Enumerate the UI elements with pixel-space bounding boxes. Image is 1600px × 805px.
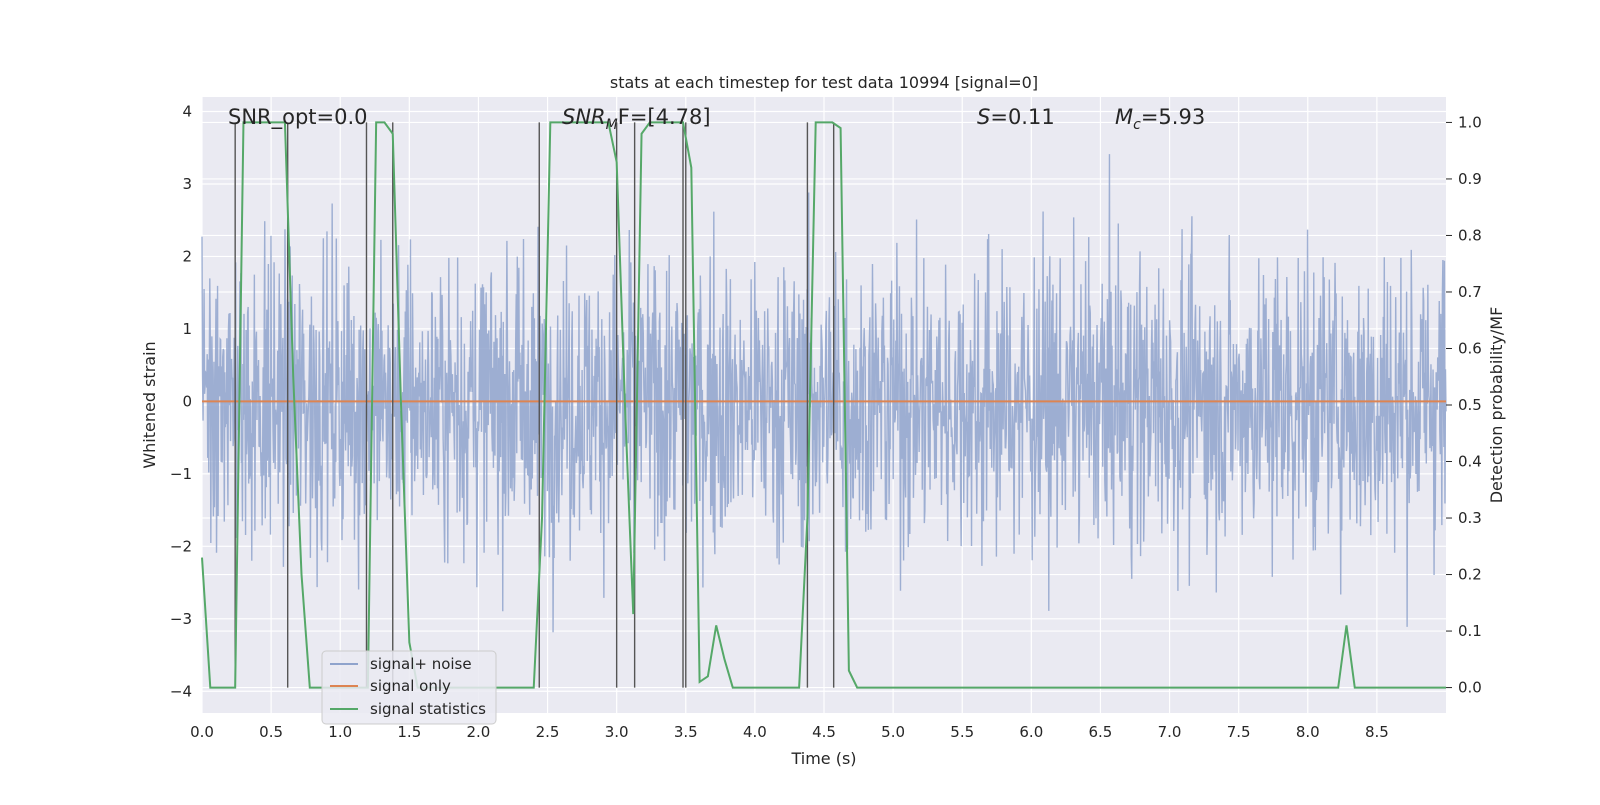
- y-axis-right-label: Detection probability/MF: [1487, 307, 1506, 504]
- x-tick-label: 5.5: [950, 723, 974, 741]
- x-tick-label: 7.5: [1227, 723, 1251, 741]
- snr-mf-subscript: M: [606, 117, 618, 133]
- snr-opt-annotation: SNR_opt=0.0: [228, 105, 368, 130]
- y-left-tick-label: −1: [170, 465, 192, 483]
- x-tick-label: 6.5: [1089, 723, 1113, 741]
- signal-statistics-series: [201, 121, 1446, 689]
- legend: signal+ noise signal only signal statist…: [321, 650, 497, 725]
- y-left-tick-label: 2: [182, 247, 192, 265]
- y-right-tick-label: 0.5: [1458, 396, 1482, 414]
- y-right-tick-label: 0.3: [1458, 509, 1482, 527]
- y-right-tick-label: 0.4: [1458, 453, 1482, 471]
- y-right-tick-label: 0.1: [1458, 622, 1482, 640]
- x-tick-label: 1.0: [328, 723, 352, 741]
- axis-ticks: 0.0 0.5 1.0 1.5 2.0 2.5 3.0 3.5 4.0 4.5 5.0 5.5 6.0 6…: [170, 102, 1482, 741]
- y-right-tick-label: 0.0: [1458, 679, 1482, 697]
- x-tick-label: 2.5: [536, 723, 560, 741]
- chart-title: stats at each timestep for test data 109…: [610, 73, 1038, 92]
- y-axis-left-label: Whitened strain: [140, 341, 159, 468]
- x-tick-label: 0.5: [259, 723, 283, 741]
- y-left-tick-label: 0: [182, 392, 192, 410]
- x-tick-label: 2.0: [467, 723, 491, 741]
- y-left-tick-label: −4: [170, 682, 192, 700]
- y-left-tick-label: −2: [170, 537, 192, 555]
- mc-value: =5.93: [1141, 105, 1205, 129]
- vertical-markers: [234, 122, 835, 688]
- x-tick-label: 3.5: [674, 723, 698, 741]
- y-left-tick-label: 1: [182, 320, 192, 338]
- y-left-tick-label: −3: [170, 610, 192, 628]
- y-right-tick-label: 0.2: [1458, 566, 1482, 584]
- s-value: =0.11: [990, 105, 1054, 129]
- x-axis-label: Time (s): [790, 749, 856, 768]
- legend-label-signal-noise: signal+ noise: [370, 655, 472, 673]
- mc-annotation: Mc=5.93: [1115, 105, 1205, 133]
- y-right-tick-label: 0.9: [1458, 170, 1482, 188]
- y-right-tick-label: 0.7: [1458, 283, 1482, 301]
- x-tick-label: 6.0: [1019, 723, 1043, 741]
- signal-noise-series: [201, 154, 1447, 633]
- x-tick-label: 4.5: [812, 723, 836, 741]
- x-tick-label: 8.5: [1365, 723, 1389, 741]
- signal-noise-line: [201, 154, 1447, 633]
- x-tick-label: 5.0: [881, 723, 905, 741]
- x-tick-label: 0.0: [190, 723, 214, 741]
- mc-name: M: [1115, 105, 1133, 129]
- y-right-tick-label: 0.6: [1458, 339, 1482, 357]
- x-tick-label: 4.0: [743, 723, 767, 741]
- y-right-tick-label: 1.0: [1458, 113, 1482, 131]
- snr-mf-name: SNR: [562, 105, 606, 129]
- y-left-tick-label: 3: [182, 175, 192, 193]
- signal-statistics-line: [201, 121, 1446, 689]
- mc-subscript: c: [1133, 117, 1141, 133]
- snr-mf-annotation: SNRMF=[4.78]: [562, 105, 711, 133]
- legend-box: [321, 650, 497, 725]
- y-right-tick-label: 0.8: [1458, 226, 1482, 244]
- x-tick-label: 3.0: [605, 723, 629, 741]
- snr-mf-value: F=[4.78]: [618, 105, 711, 129]
- x-tick-label: 1.5: [397, 723, 421, 741]
- legend-label-signal-only: signal only: [370, 677, 451, 695]
- s-annotation: S=0.11: [977, 105, 1055, 129]
- x-tick-label: 7.0: [1158, 723, 1182, 741]
- legend-label-signal-statistics: signal statistics: [370, 700, 486, 718]
- s-name: S: [977, 105, 990, 129]
- y-left-tick-label: 4: [182, 102, 192, 120]
- x-tick-label: 8.0: [1296, 723, 1320, 741]
